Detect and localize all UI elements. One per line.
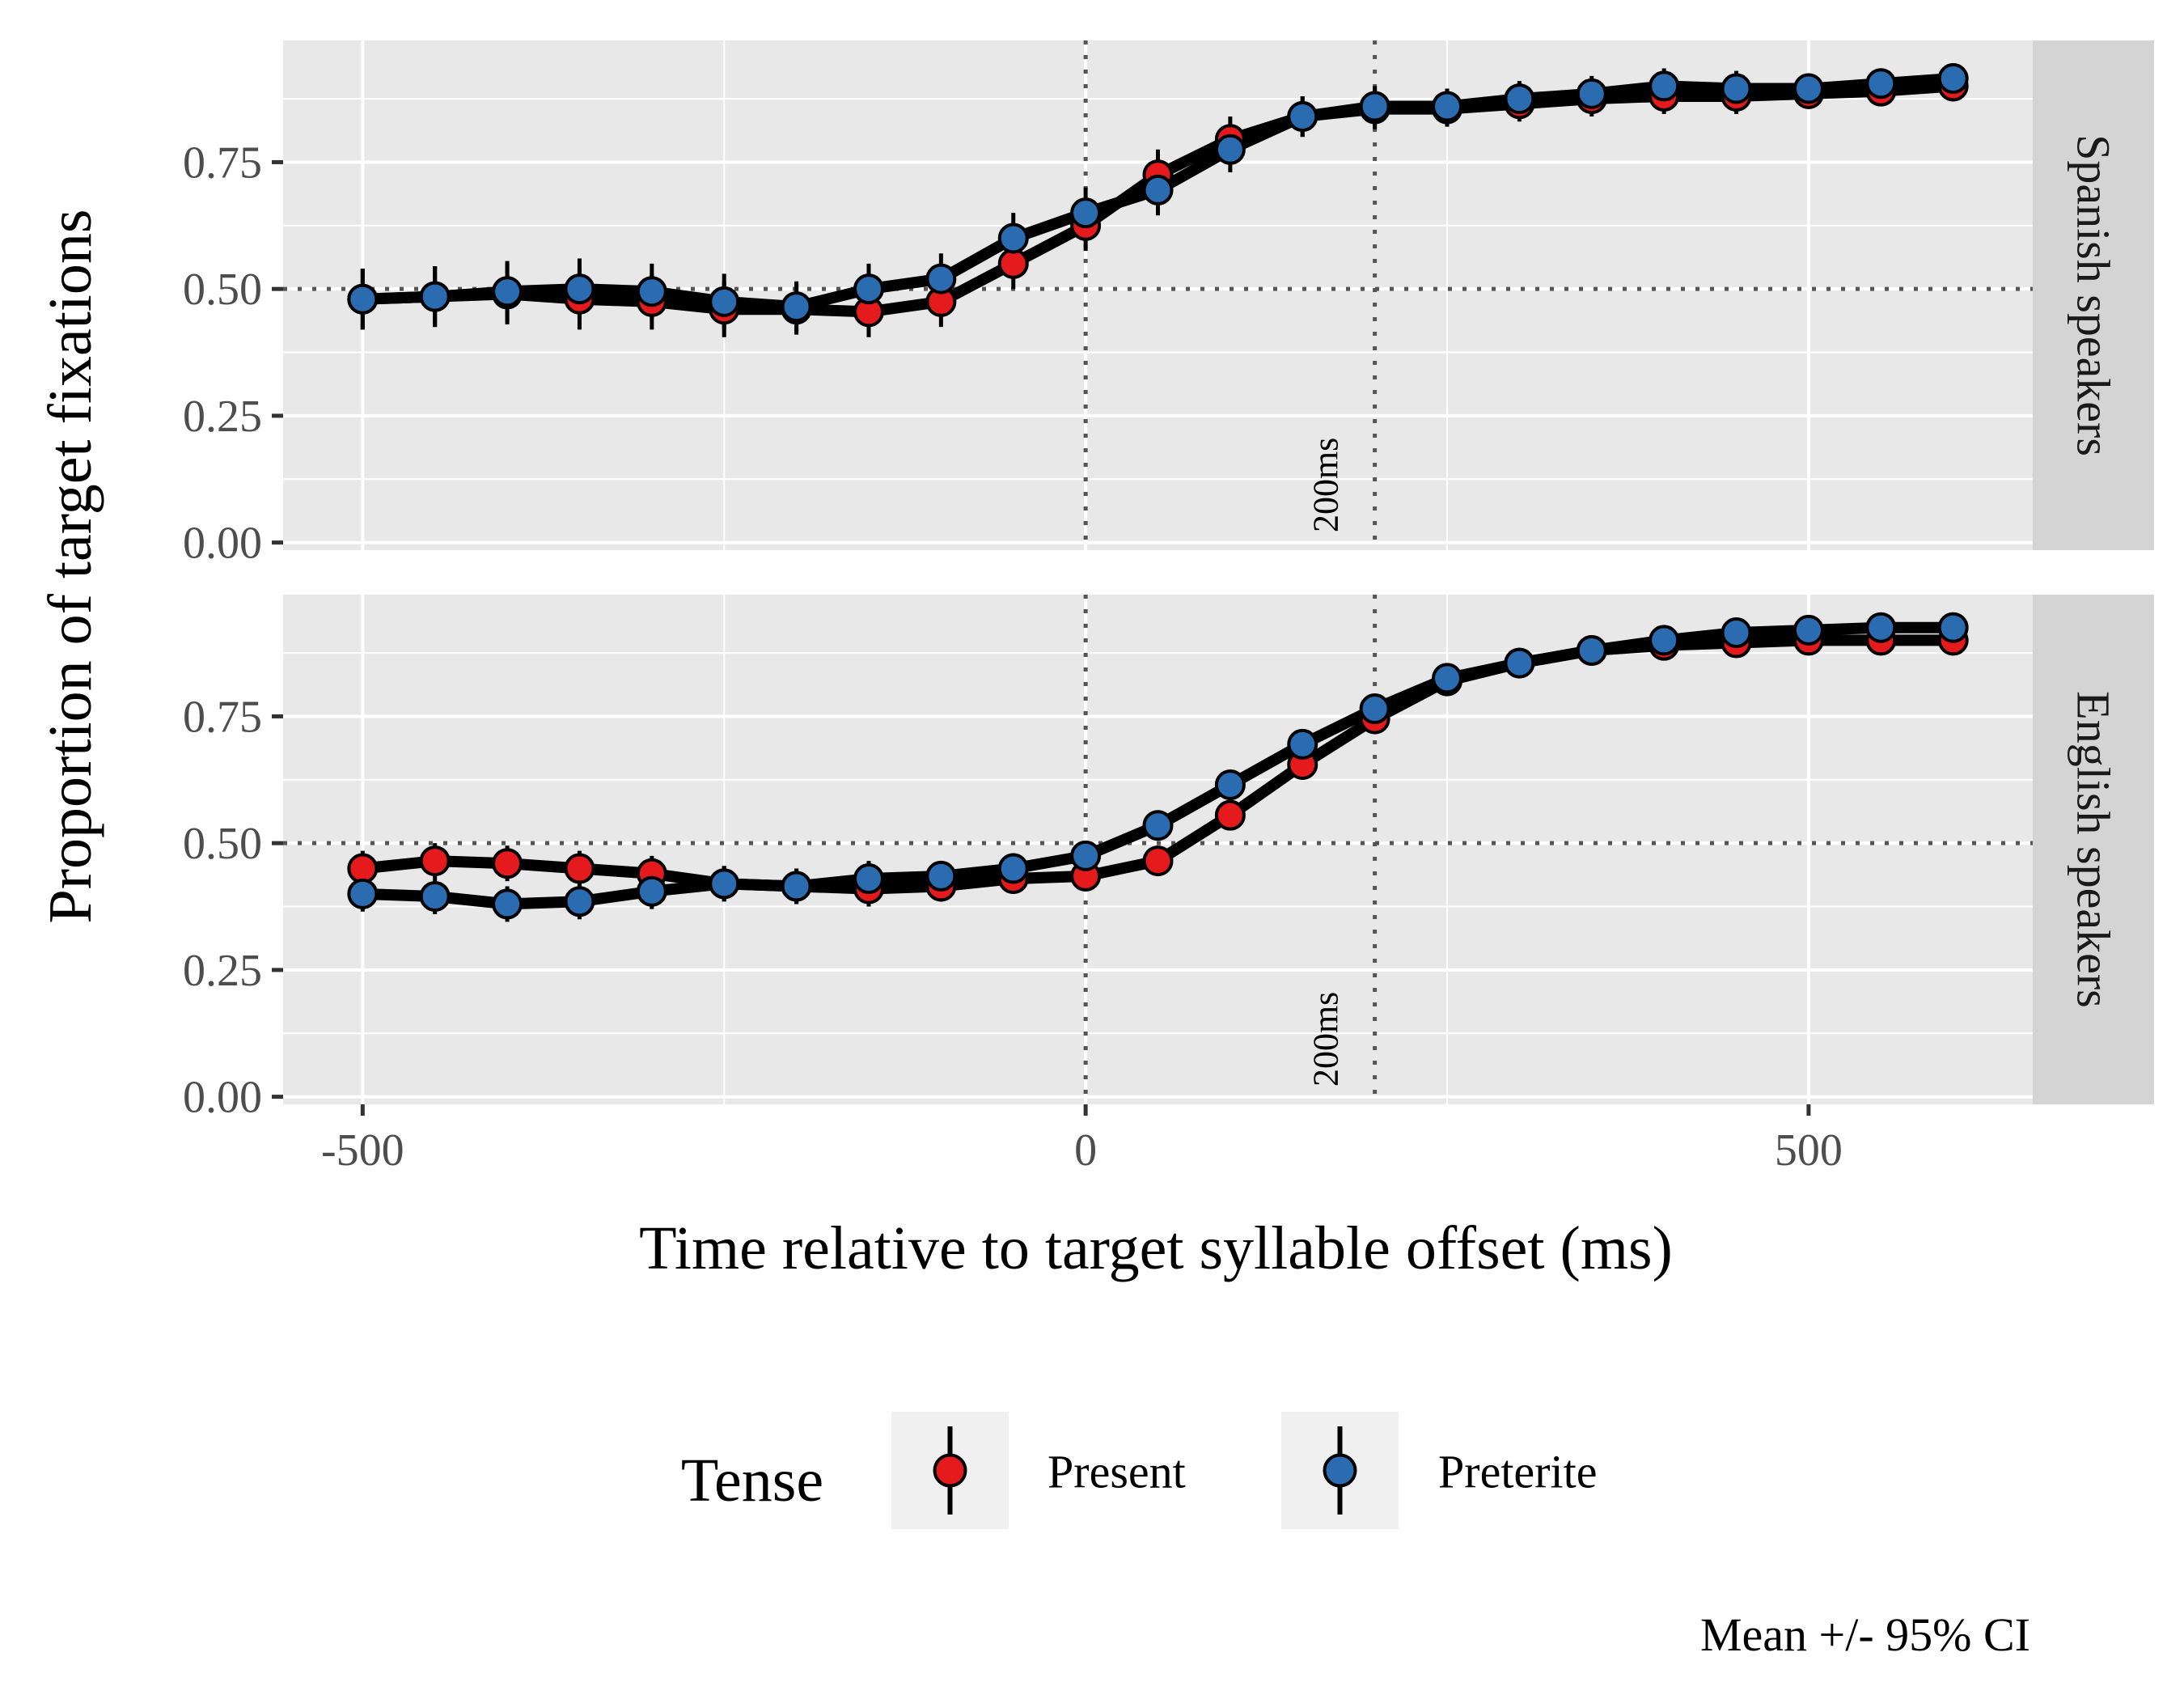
data-point-preterite [781, 291, 812, 323]
data-point-preterite [925, 860, 957, 892]
data-point-present [347, 853, 379, 884]
x-axis-title: Time relative to target syllable offset … [639, 1214, 1673, 1282]
data-point-preterite [1937, 612, 1969, 643]
data-point-preterite [347, 878, 379, 909]
data-point-preterite [997, 853, 1029, 884]
data-point-preterite [853, 273, 884, 305]
data-layer [347, 612, 1969, 922]
data-point-present [997, 248, 1029, 279]
x-tick-label: 500 [1775, 1125, 1843, 1176]
y-tick-label: 0.75 [183, 692, 262, 742]
y-tick-label: 0.50 [183, 265, 262, 315]
x-axis: -500 0 500 [321, 1104, 1843, 1176]
data-point-preterite [419, 880, 451, 912]
data-point-preterite [1287, 101, 1318, 133]
data-point-preterite [1721, 617, 1752, 649]
data-point-preterite [1576, 78, 1607, 109]
y-tick-label: 0.50 [183, 819, 262, 869]
data-point-preterite [1721, 73, 1752, 104]
panel-spanish-speakers: 200ms Spanish speakers 0.00 0.25 0.50 0.75 [183, 40, 2154, 569]
y-tick-label: 0.00 [183, 1073, 262, 1123]
legend-label-present: Present [1048, 1446, 1186, 1498]
x-tick-label: -500 [321, 1125, 404, 1176]
data-point-preterite [492, 276, 523, 307]
data-point-present [1214, 799, 1246, 831]
data-point-preterite [1792, 614, 1824, 646]
strip-background [2033, 595, 2154, 1104]
data-point-preterite [1432, 91, 1463, 122]
data-point-preterite [1214, 133, 1246, 165]
strip-label: English speakers [2068, 691, 2120, 1007]
strip-background [2033, 40, 2154, 550]
data-point-preterite [1070, 840, 1102, 871]
data-point-preterite [1792, 73, 1824, 104]
data-point-preterite [1287, 728, 1318, 760]
data-point-preterite [492, 888, 523, 920]
data-point-preterite [853, 863, 884, 895]
data-point-preterite [564, 886, 595, 917]
legend-key-point [933, 1453, 967, 1488]
y-axis-title: Proportion of target fixations [36, 209, 104, 923]
data-point-preterite [1070, 197, 1102, 229]
data-point-preterite [1214, 769, 1246, 801]
data-point-present [492, 848, 523, 879]
data-point-preterite [709, 868, 740, 900]
data-point-preterite [1359, 91, 1390, 122]
panel-english-speakers: 200ms English speakers 0.00 0.25 0.50 0.75 [183, 595, 2154, 1123]
data-point-preterite [1142, 810, 1174, 841]
data-point-preterite [1359, 693, 1390, 725]
y-tick-label: 0.75 [183, 138, 262, 188]
caption: Mean +/- 95% CI [1700, 1608, 2030, 1661]
data-point-preterite [1142, 174, 1174, 205]
legend-key-point [1323, 1453, 1357, 1488]
data-point-preterite [997, 222, 1029, 254]
strip-label: Spanish speakers [2068, 134, 2120, 456]
data-point-preterite [709, 286, 740, 317]
data-point-preterite [636, 276, 667, 307]
data-point-present [564, 853, 595, 884]
y-tick-label: 0.25 [183, 946, 262, 996]
data-point-preterite [1576, 634, 1607, 666]
data-point-preterite [1504, 83, 1535, 115]
data-point-preterite [1649, 70, 1680, 102]
data-point-preterite [1937, 63, 1969, 95]
data-point-preterite [419, 281, 451, 312]
data-point-preterite [1865, 68, 1897, 100]
y-tick-label: 0.00 [183, 519, 262, 569]
data-point-preterite [1504, 647, 1535, 679]
data-point-preterite [781, 871, 812, 902]
data-point-present [1142, 845, 1174, 877]
legend-label-preterite: Preterite [1438, 1446, 1597, 1498]
y-tick-label: 0.25 [183, 392, 262, 442]
legend-title: Tense [681, 1447, 823, 1515]
data-point-preterite [1865, 612, 1897, 643]
data-point-preterite [925, 263, 957, 294]
x-tick-label: 0 [1074, 1125, 1097, 1176]
data-layer [347, 63, 1969, 337]
annotation-200ms: 200ms [1306, 992, 1346, 1087]
data-point-preterite [636, 875, 667, 907]
data-point-preterite [347, 283, 379, 315]
data-point-preterite [1432, 663, 1463, 694]
data-point-preterite [1649, 625, 1680, 656]
annotation-200ms: 200ms [1306, 438, 1346, 532]
data-point-present [419, 845, 451, 877]
legend: Tense Present Preterite [681, 1412, 1597, 1529]
data-point-preterite [564, 273, 595, 305]
